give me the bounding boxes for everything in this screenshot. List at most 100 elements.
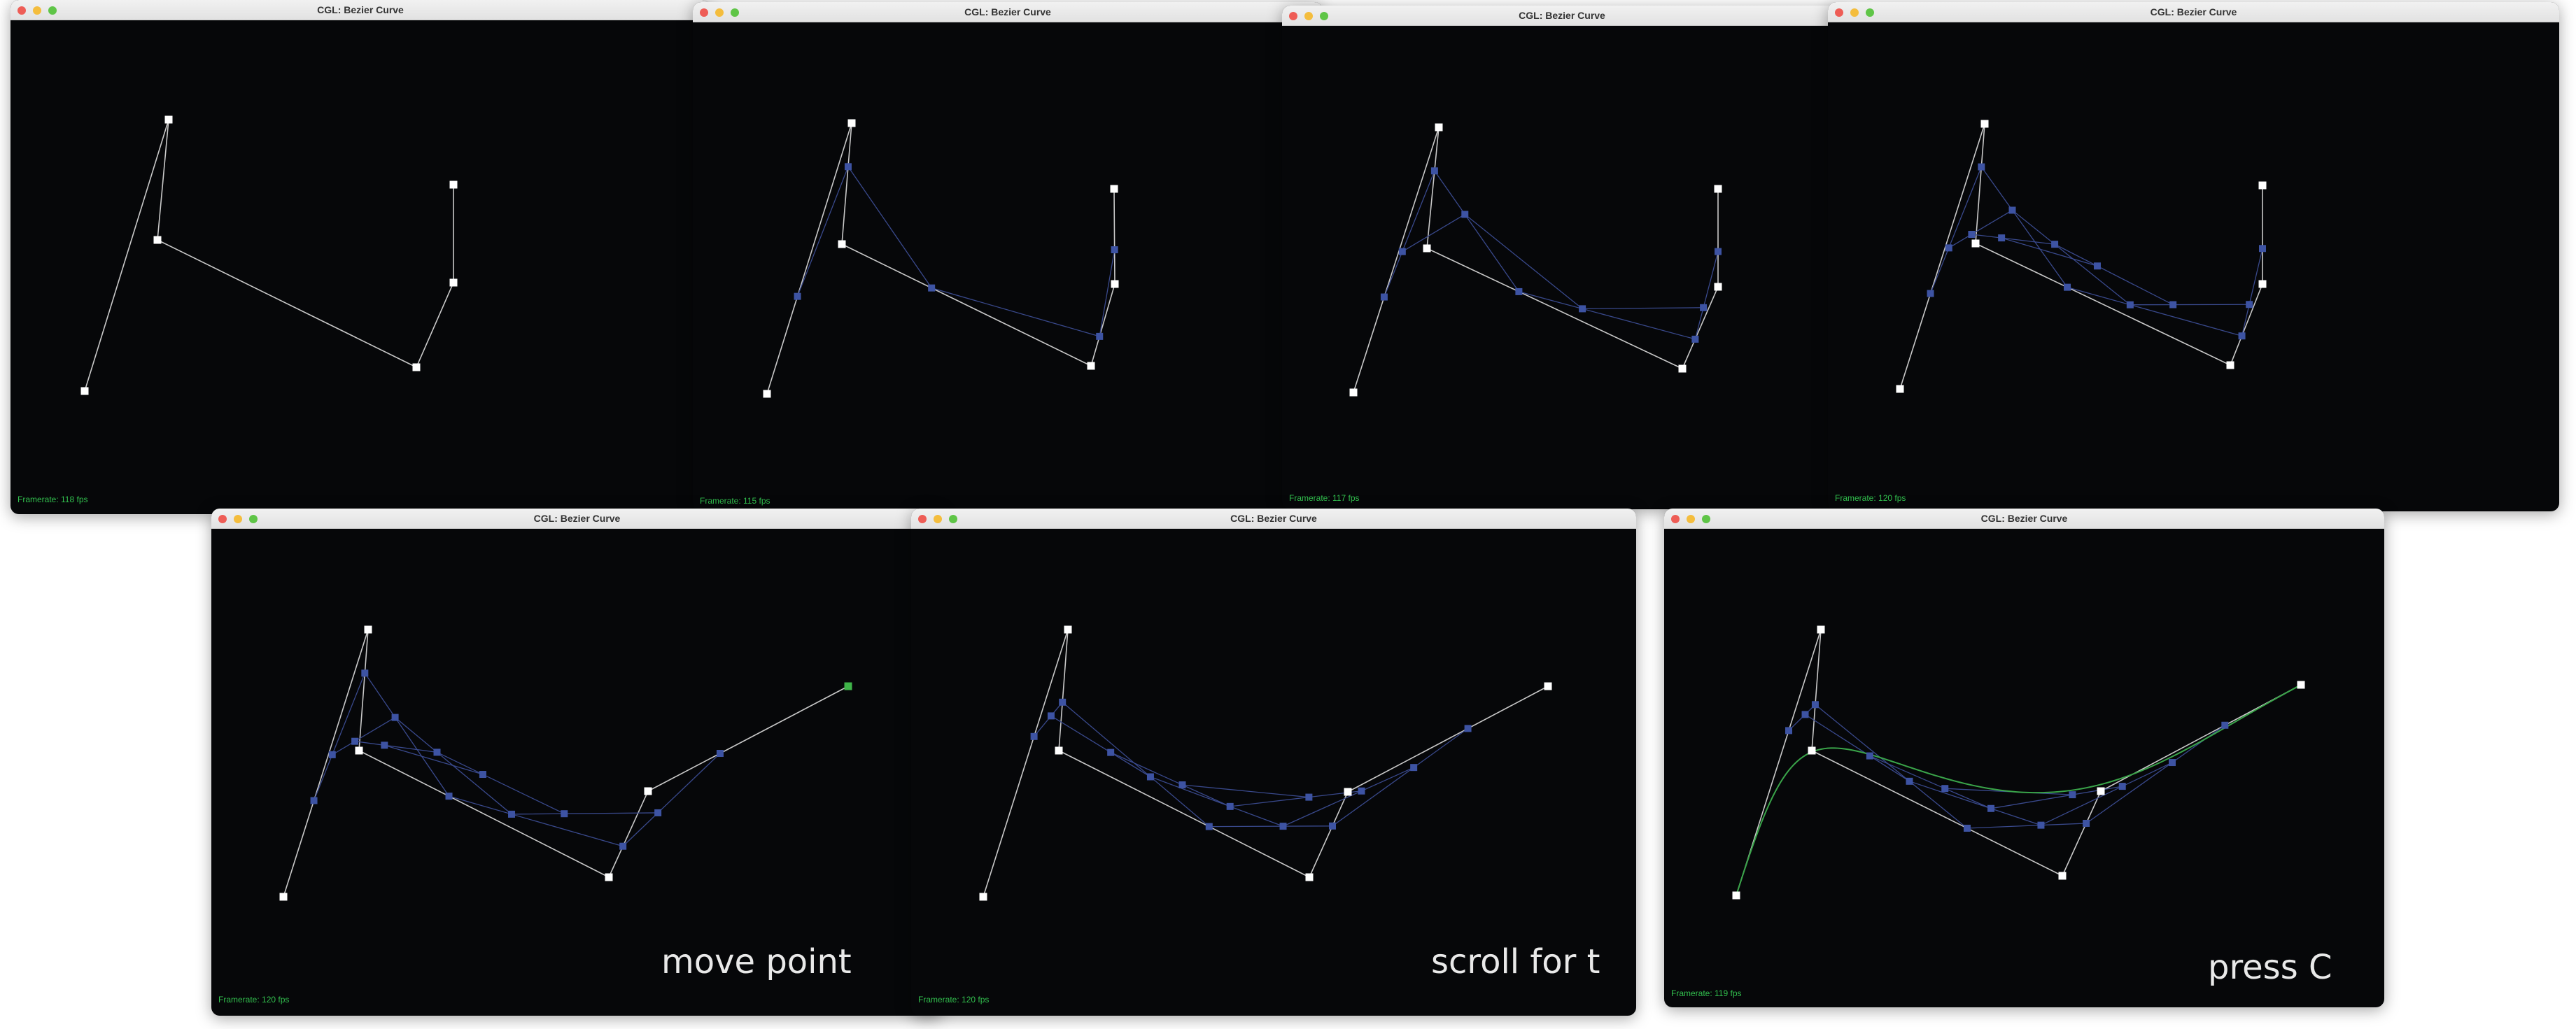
control-point[interactable] [605, 873, 613, 881]
title-bar[interactable]: CGL: Bezier Curve [1664, 509, 2384, 529]
bezier-canvas[interactable] [1828, 22, 2559, 511]
control-point[interactable] [2097, 787, 2105, 795]
close-button[interactable] [17, 6, 26, 15]
minimize-button[interactable] [33, 6, 41, 15]
control-point[interactable] [1714, 185, 1722, 193]
bezier-window-7[interactable]: CGL: Bezier Curve Framerate: 119 fps pre… [1664, 509, 2384, 1007]
intermediate-point [1978, 163, 1985, 171]
control-point[interactable] [449, 278, 458, 287]
minimize-button[interactable] [1687, 515, 1695, 523]
bezier-window-1[interactable]: CGL: Bezier Curve Framerate: 118 fps [10, 0, 710, 514]
minimize-button[interactable] [1850, 8, 1859, 17]
intermediate-point [794, 292, 801, 300]
control-point[interactable] [1678, 364, 1687, 373]
intermediate-point [654, 809, 662, 816]
title-bar[interactable]: CGL: Bezier Curve [693, 2, 1323, 22]
control-polygon [283, 629, 849, 897]
zoom-button[interactable] [1702, 515, 1710, 523]
close-button[interactable] [1835, 8, 1843, 17]
control-point[interactable] [1732, 891, 1740, 900]
intermediate-point [1866, 752, 1873, 760]
control-point[interactable] [1435, 123, 1443, 132]
minimize-button[interactable] [234, 515, 242, 523]
control-point[interactable] [364, 625, 372, 634]
control-point[interactable] [1349, 388, 1358, 397]
control-point[interactable] [412, 363, 421, 371]
title-bar[interactable]: CGL: Bezier Curve [911, 509, 1636, 529]
control-point[interactable] [449, 180, 458, 189]
close-button[interactable] [918, 515, 927, 523]
control-point[interactable] [1980, 120, 1989, 128]
close-button[interactable] [1289, 12, 1297, 20]
zoom-button[interactable] [249, 515, 258, 523]
intermediate-point [2051, 241, 2059, 248]
control-point[interactable] [1817, 625, 1825, 634]
zoom-button[interactable] [1866, 8, 1874, 17]
zoom-button[interactable] [731, 8, 739, 17]
control-point[interactable] [1305, 873, 1314, 881]
bezier-canvas[interactable] [911, 529, 1636, 1016]
bezier-window-5[interactable]: CGL: Bezier Curve Framerate: 120 fps mov… [211, 509, 943, 1016]
control-point[interactable] [1423, 244, 1431, 253]
window-title: CGL: Bezier Curve [533, 513, 621, 524]
title-bar[interactable]: CGL: Bezier Curve [1828, 2, 2559, 22]
close-button[interactable] [1671, 515, 1680, 523]
intermediate-point [1279, 823, 1287, 830]
bezier-window-3[interactable]: CGL: Bezier Curve Framerate: 117 fps [1282, 6, 1842, 509]
minimize-button[interactable] [715, 8, 724, 17]
control-point[interactable] [355, 746, 363, 755]
zoom-button[interactable] [48, 6, 57, 15]
bezier-canvas[interactable] [211, 529, 943, 1016]
minimize-button[interactable] [1304, 12, 1313, 20]
close-button[interactable] [218, 515, 227, 523]
control-point[interactable] [847, 119, 856, 127]
close-button[interactable] [700, 8, 708, 17]
intermediate-point [1380, 293, 1388, 301]
control-point[interactable] [1087, 362, 1095, 370]
control-point[interactable] [1110, 185, 1118, 193]
caption-label: scroll for t [1431, 942, 1600, 981]
control-point[interactable] [153, 236, 162, 244]
zoom-button[interactable] [949, 515, 957, 523]
control-point[interactable] [1344, 788, 1352, 796]
minimize-button[interactable] [934, 515, 942, 523]
control-point[interactable] [2226, 361, 2234, 369]
bezier-window-6[interactable]: CGL: Bezier Curve Framerate: 120 fps scr… [911, 509, 1636, 1016]
title-bar[interactable]: CGL: Bezier Curve [10, 0, 710, 20]
bezier-window-4[interactable]: CGL: Bezier Curve Framerate: 120 fps [1828, 2, 2559, 511]
control-point[interactable] [1896, 385, 1904, 393]
control-point[interactable] [1064, 625, 1072, 634]
title-bar[interactable]: CGL: Bezier Curve [1282, 6, 1842, 26]
control-point[interactable] [2258, 181, 2267, 190]
bezier-canvas[interactable] [10, 20, 710, 514]
selected-control-point[interactable] [844, 682, 852, 690]
bezier-canvas[interactable] [1664, 529, 2384, 1007]
bezier-canvas[interactable] [693, 22, 1323, 511]
control-point[interactable] [2297, 681, 2305, 689]
control-point[interactable] [1808, 746, 1816, 755]
control-point[interactable] [80, 387, 89, 395]
control-point[interactable] [1055, 746, 1063, 755]
control-point[interactable] [1971, 239, 1980, 248]
control-point[interactable] [1111, 280, 1119, 288]
bezier-window-2[interactable]: CGL: Bezier Curve Framerate: 115 fps [693, 2, 1323, 511]
intermediate-point [2069, 791, 2076, 799]
bezier-canvas[interactable] [1282, 26, 1842, 509]
zoom-button[interactable] [1320, 12, 1328, 20]
control-point[interactable] [644, 787, 652, 795]
control-point[interactable] [279, 893, 288, 901]
intermediate-point [328, 751, 336, 758]
control-point[interactable] [979, 893, 987, 901]
title-bar[interactable]: CGL: Bezier Curve [211, 509, 943, 529]
control-point[interactable] [164, 115, 173, 124]
intermediate-polygon [1971, 234, 2174, 306]
control-point[interactable] [763, 390, 771, 398]
control-point[interactable] [1714, 283, 1722, 291]
control-point[interactable] [2058, 872, 2067, 880]
control-point[interactable] [838, 240, 846, 248]
intermediate-point [1811, 701, 1819, 709]
control-point[interactable] [2258, 280, 2267, 288]
control-polygon [1353, 127, 1719, 393]
intermediate-polygon [1034, 701, 1468, 828]
control-point[interactable] [1544, 682, 1552, 690]
